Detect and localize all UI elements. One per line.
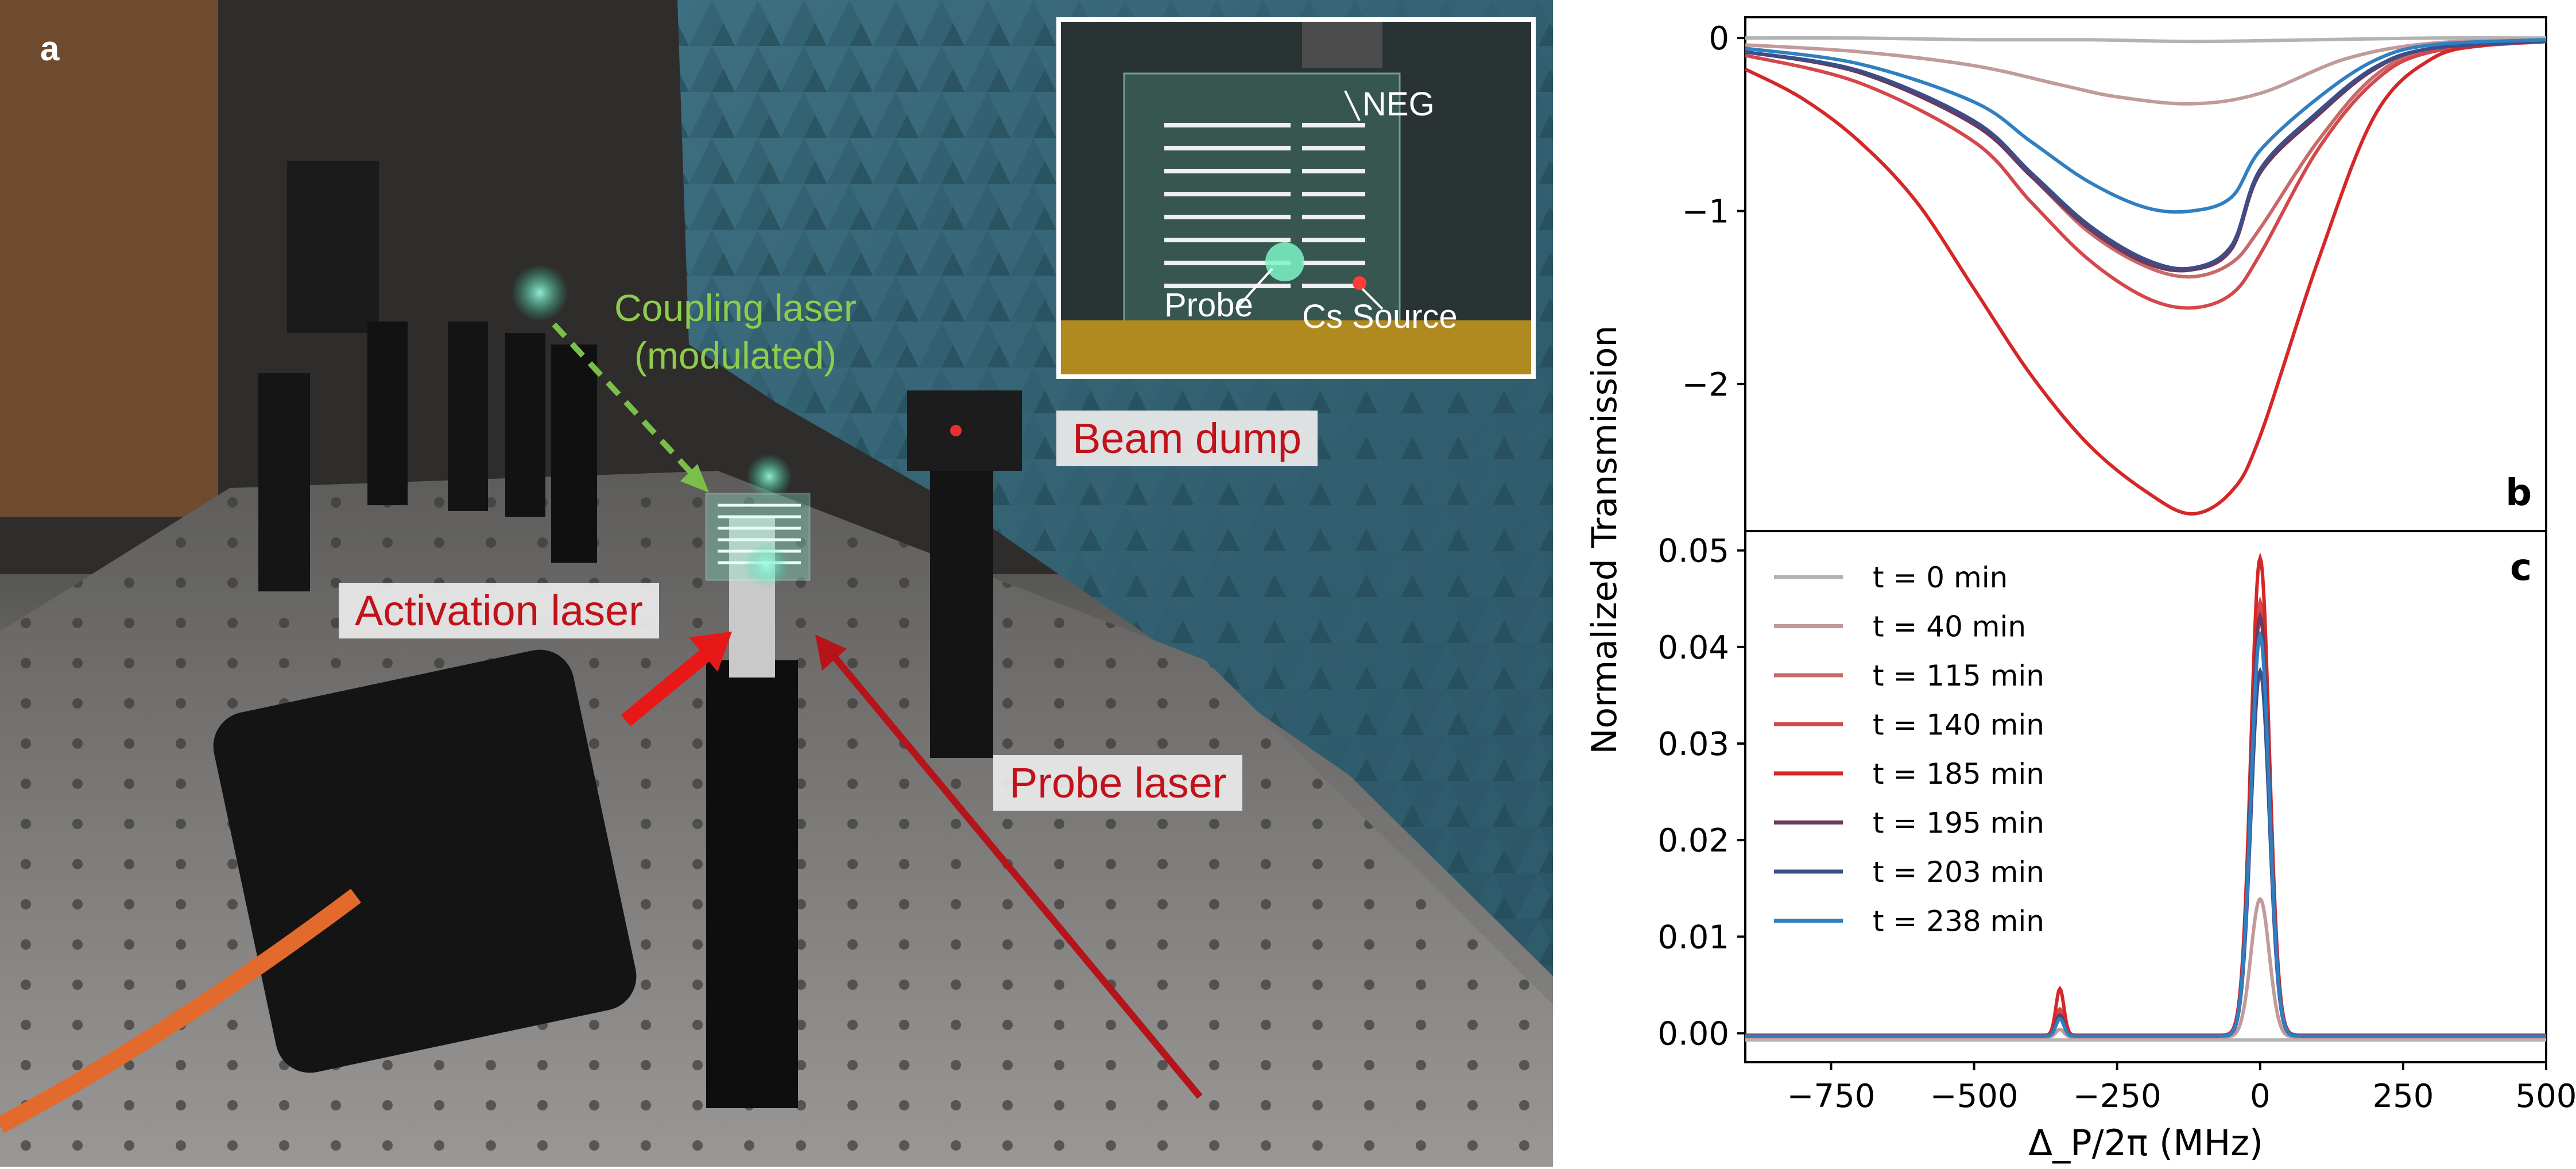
ytick-label-b: −1 [1682,193,1729,231]
coupling-laser-label: Coupling laser (modulated) [614,284,857,379]
panel-letter-c: c [2510,547,2532,589]
series-line-b [1745,38,2547,106]
beam-dump-post [930,459,993,758]
legend-label: t = 203 min [1873,856,2044,889]
panel-letter-b: b [2505,472,2532,514]
charts-svg: 0 −1 −2 b 0.00 0.01 0.02 0.03 0.04 0.05 −750 −500 −… [1585,16,2576,1164]
panel-c-chart: 0.00 0.01 0.02 0.03 0.04 0.05 −750 −500 −250 0 250… [1657,530,2576,1115]
beam-dump [907,390,1022,471]
post [551,344,597,563]
ytick-label-c: 0.02 [1657,822,1729,860]
xtick-label-c: 250 [2372,1078,2434,1115]
coupling-laser-label-line1: Coupling laser [614,287,857,329]
xtick-label-c: −750 [1787,1078,1876,1115]
ytick-label-b: 0 [1709,20,1729,57]
series-line-b [1745,38,2547,214]
shelves [0,0,218,517]
series-line-c [1745,552,2546,1037]
center-post [706,660,798,1108]
legend: t = 0 min t = 40 min t = 115 min t = 140 mi… [1774,561,2044,938]
series-line-c [1745,666,2546,1038]
post [505,333,545,517]
legend-label: t = 238 min [1873,905,2044,938]
probe-laser-arrow [830,652,1203,1099]
series-line-c [1745,596,2546,1038]
ytick-label-c: 0.04 [1657,629,1729,667]
panel-b-chart: 0 −1 −2 b [1682,16,2547,532]
inset-scene [1061,22,1531,374]
series-line-b [1745,40,2547,271]
beam-dump-label: Beam dump [1056,411,1318,466]
x-axis-label: Δ_P/2π (MHz) [2028,1122,2263,1164]
series-line-c [1745,630,2546,1038]
setup-photo: NEG Probe Cs Source a Coupling laser (mo… [0,0,1553,1167]
inset-label-neg: NEG [1362,86,1435,123]
series-line-b [1745,40,2547,279]
panel-b-frame [1744,16,2547,532]
panel-letter-a: a [40,29,60,68]
transmission-charts: 0 −1 −2 b 0.00 0.01 0.02 0.03 0.04 0.05 −750 −500 −… [1553,0,2576,1167]
post [258,373,310,591]
legend-label: t = 0 min [1873,561,2008,594]
probe-laser-label: Probe laser [993,755,1243,811]
ytick-label-b: −2 [1682,366,1729,404]
post [448,322,488,511]
fiber-cable [0,888,361,1133]
legend-label: t = 140 min [1873,709,2044,742]
xtick-label-c: −500 [1930,1078,2019,1115]
legend-label: t = 115 min [1873,659,2044,692]
series-line-b [1744,40,2547,516]
ytick-label-c: 0.00 [1657,1016,1729,1053]
coupling-laser-label-line2: (modulated) [634,334,837,377]
series-line-b [1745,36,2547,44]
series-line-c [1745,610,2546,1038]
fiber-mount [213,649,637,1073]
series-line-c [1745,896,2546,1039]
xtick-label-c: 0 [2250,1078,2271,1115]
mirror-mount [287,161,379,333]
xtick-label-c: 500 [2516,1078,2576,1115]
legend-label: t = 195 min [1873,807,2044,840]
series-line-b [1745,40,2547,310]
series-line-b [1745,40,2547,273]
activation-laser-arrow [621,648,711,727]
xtick-label-c: −250 [2073,1078,2161,1115]
inset-photo: NEG Probe Cs Source [1056,17,1536,379]
y-axis-label: Normalized Transmission [1585,326,1625,754]
legend-label: t = 40 min [1873,610,2026,644]
ytick-label-c: 0.01 [1657,919,1729,956]
panel-c-frame [1744,530,2547,1063]
shared-axis-labels: Normalized Transmission Δ_P/2π (MHz) [1585,326,2263,1164]
legend-label: t = 185 min [1873,757,2044,791]
series-line-c [1745,630,2546,1038]
inset-label-cs-source: Cs Source [1302,298,1458,335]
coupling-laser-arrow [552,322,697,479]
ytick-label-c: 0.05 [1657,533,1729,570]
inset-label-probe: Probe [1164,287,1253,324]
post [367,322,408,505]
activation-laser-label: Activation laser [339,583,659,638]
ytick-label-c: 0.03 [1657,726,1729,763]
